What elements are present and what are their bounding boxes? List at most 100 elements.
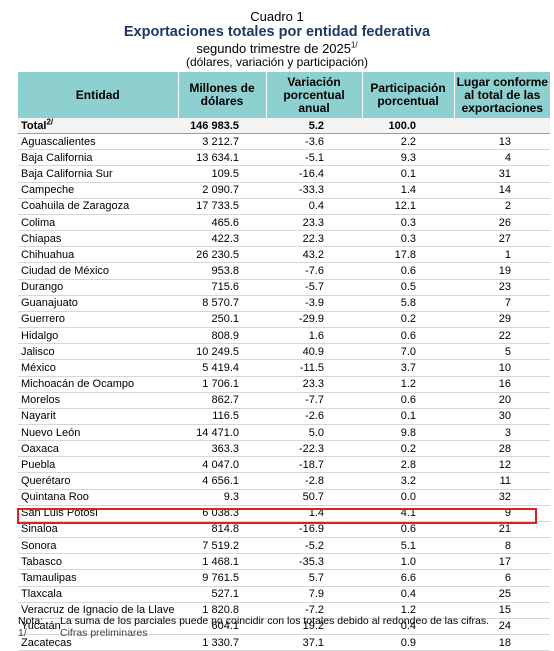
table-row: Nayarit 116.5 -2.6 0.1 30: [18, 408, 550, 425]
cell-variacion: -5.1: [266, 149, 362, 167]
table-row: Querétaro 4 656.1 -2.8 3.2 11: [18, 472, 550, 490]
cell-participacion: 9.8: [362, 424, 454, 442]
cell-lugar: 31: [454, 165, 550, 183]
cell-participacion: 0.6: [362, 392, 454, 409]
cell-lugar: 7: [454, 295, 550, 312]
cell-millones: 9 761.5: [178, 569, 266, 587]
cell-millones: 465.6: [178, 214, 266, 232]
table-row: Morelos 862.7 -7.7 0.6 20: [18, 392, 550, 409]
cell-variacion: -16.4: [266, 165, 362, 183]
cell-entidad: Querétaro: [18, 472, 178, 490]
cell-variacion: -29.9: [266, 311, 362, 329]
cell-entidad: Quintana Roo: [18, 489, 178, 506]
cell-variacion: -5.2: [266, 537, 362, 555]
cell-variacion: 40.9: [266, 343, 362, 361]
table-row: Tamaulipas 9 761.5 5.7 6.6 6: [18, 569, 550, 587]
table-row: Quintana Roo 9.3 50.7 0.0 32: [18, 489, 550, 506]
table-footnote: 1/Cifras preliminares: [18, 627, 148, 639]
cell-lugar: 23: [454, 279, 550, 296]
table-row: Baja California 13 634.1 -5.1 9.3 4: [18, 149, 550, 167]
table-label: Cuadro 1: [250, 9, 304, 24]
cell-participacion: 3.7: [362, 359, 454, 377]
cell-entidad: Guanajuato: [18, 295, 178, 312]
cell-variacion: -7.7: [266, 392, 362, 409]
cell-entidad: Michoacán de Ocampo: [18, 376, 178, 393]
cell-entidad: Hidalgo: [18, 327, 178, 345]
note-label: Nota:: [18, 615, 44, 627]
cell-participacion: 0.3: [362, 230, 454, 248]
cell-entidad: San Luis Potosí: [18, 505, 178, 522]
cell-millones: 808.9: [178, 327, 266, 345]
cell-participacion: 0.3: [362, 214, 454, 232]
col-header-lugar: Lugar conforme al total de las exportaci…: [453, 72, 550, 118]
cell-lugar: 19: [454, 262, 550, 280]
cell-variacion: 50.7: [266, 489, 362, 506]
col-header-variacion: Variación porcentual anual: [265, 72, 362, 118]
cell-participacion: 0.4: [362, 586, 454, 603]
cell-millones: 4 656.1: [178, 472, 266, 490]
cell-variacion: -7.6: [266, 262, 362, 280]
table-row: Hidalgo 808.9 1.6 0.6 22: [18, 327, 550, 345]
cell-millones: 953.8: [178, 262, 266, 280]
cell-entidad: Nuevo León: [18, 424, 178, 442]
cell-millones: 814.8: [178, 521, 266, 539]
cell-entidad: Morelos: [18, 392, 178, 409]
cell-millones: 17 733.5: [178, 198, 266, 215]
cell-variacion: 5.0: [266, 424, 362, 442]
cell-millones: 715.6: [178, 279, 266, 296]
cell-millones: 2 090.7: [178, 182, 266, 199]
cell-millones: 604.1: [178, 618, 266, 636]
cell-lugar: 25: [454, 586, 550, 603]
cell-participacion: 3.2: [362, 472, 454, 490]
cell-variacion: 1.4: [266, 505, 362, 522]
cell-variacion: -33.3: [266, 182, 362, 199]
table-note: Nota: La suma de los parciales puede no c…: [18, 615, 489, 627]
total-variacion: 5.2: [266, 118, 362, 135]
cell-millones: 1 820.8: [178, 602, 266, 619]
cell-millones: 1 706.1: [178, 376, 266, 393]
cell-entidad: Durango: [18, 279, 178, 296]
cell-lugar: 4: [454, 149, 550, 167]
table-row: Ciudad de México 953.8 -7.6 0.6 19: [18, 262, 550, 280]
cell-participacion: 9.3: [362, 149, 454, 167]
cell-variacion: 23.3: [266, 214, 362, 232]
cell-lugar: 28: [454, 440, 550, 458]
cell-variacion: 43.2: [266, 246, 362, 264]
cell-lugar: 30: [454, 408, 550, 425]
cell-millones: 527.1: [178, 586, 266, 603]
table-subtitle: segundo trimestre de 20251/: [0, 41, 554, 56]
cell-lugar: 11: [454, 472, 550, 490]
cell-variacion: 7.9: [266, 586, 362, 603]
cell-millones: 109.5: [178, 165, 266, 183]
cell-entidad: Yucatán: [18, 618, 178, 636]
cell-participacion: 5.1: [362, 537, 454, 555]
table-row: Michoacán de Ocampo 1 706.1 23.3 1.2 16: [18, 376, 550, 393]
cell-participacion: 0.2: [362, 311, 454, 329]
cell-entidad: Tabasco: [18, 553, 178, 571]
cell-variacion: -16.9: [266, 521, 362, 539]
cell-lugar: 13: [454, 133, 550, 151]
cell-lugar: 17: [454, 553, 550, 571]
cell-variacion: -7.2: [266, 602, 362, 619]
cell-lugar: 29: [454, 311, 550, 329]
table-row: Sonora 7 519.2 -5.2 5.1 8: [18, 537, 550, 555]
cell-millones: 3 212.7: [178, 133, 266, 151]
cell-entidad: Sonora: [18, 537, 178, 555]
table-row: Tlaxcala 527.1 7.9 0.4 25: [18, 586, 550, 603]
cell-participacion: 1.2: [362, 376, 454, 393]
cell-millones: 1 330.7: [178, 634, 266, 651]
cell-entidad: Baja California: [18, 149, 178, 167]
total-footnote-mark: 2/: [46, 116, 54, 126]
cell-participacion: 7.0: [362, 343, 454, 361]
cell-millones: 862.7: [178, 392, 266, 409]
cell-lugar: 20: [454, 392, 550, 409]
header-row: Entidad Millones de dólares Variación po…: [18, 72, 550, 118]
cell-entidad: Chiapas: [18, 230, 178, 248]
col-header-millones: Millones de dólares: [177, 72, 266, 118]
cell-variacion: 0.4: [266, 198, 362, 215]
cell-participacion: 1.0: [362, 553, 454, 571]
cell-entidad: México: [18, 359, 178, 377]
cell-participacion: 17.8: [362, 246, 454, 264]
cell-participacion: 0.6: [362, 521, 454, 539]
cell-variacion: 22.3: [266, 230, 362, 248]
